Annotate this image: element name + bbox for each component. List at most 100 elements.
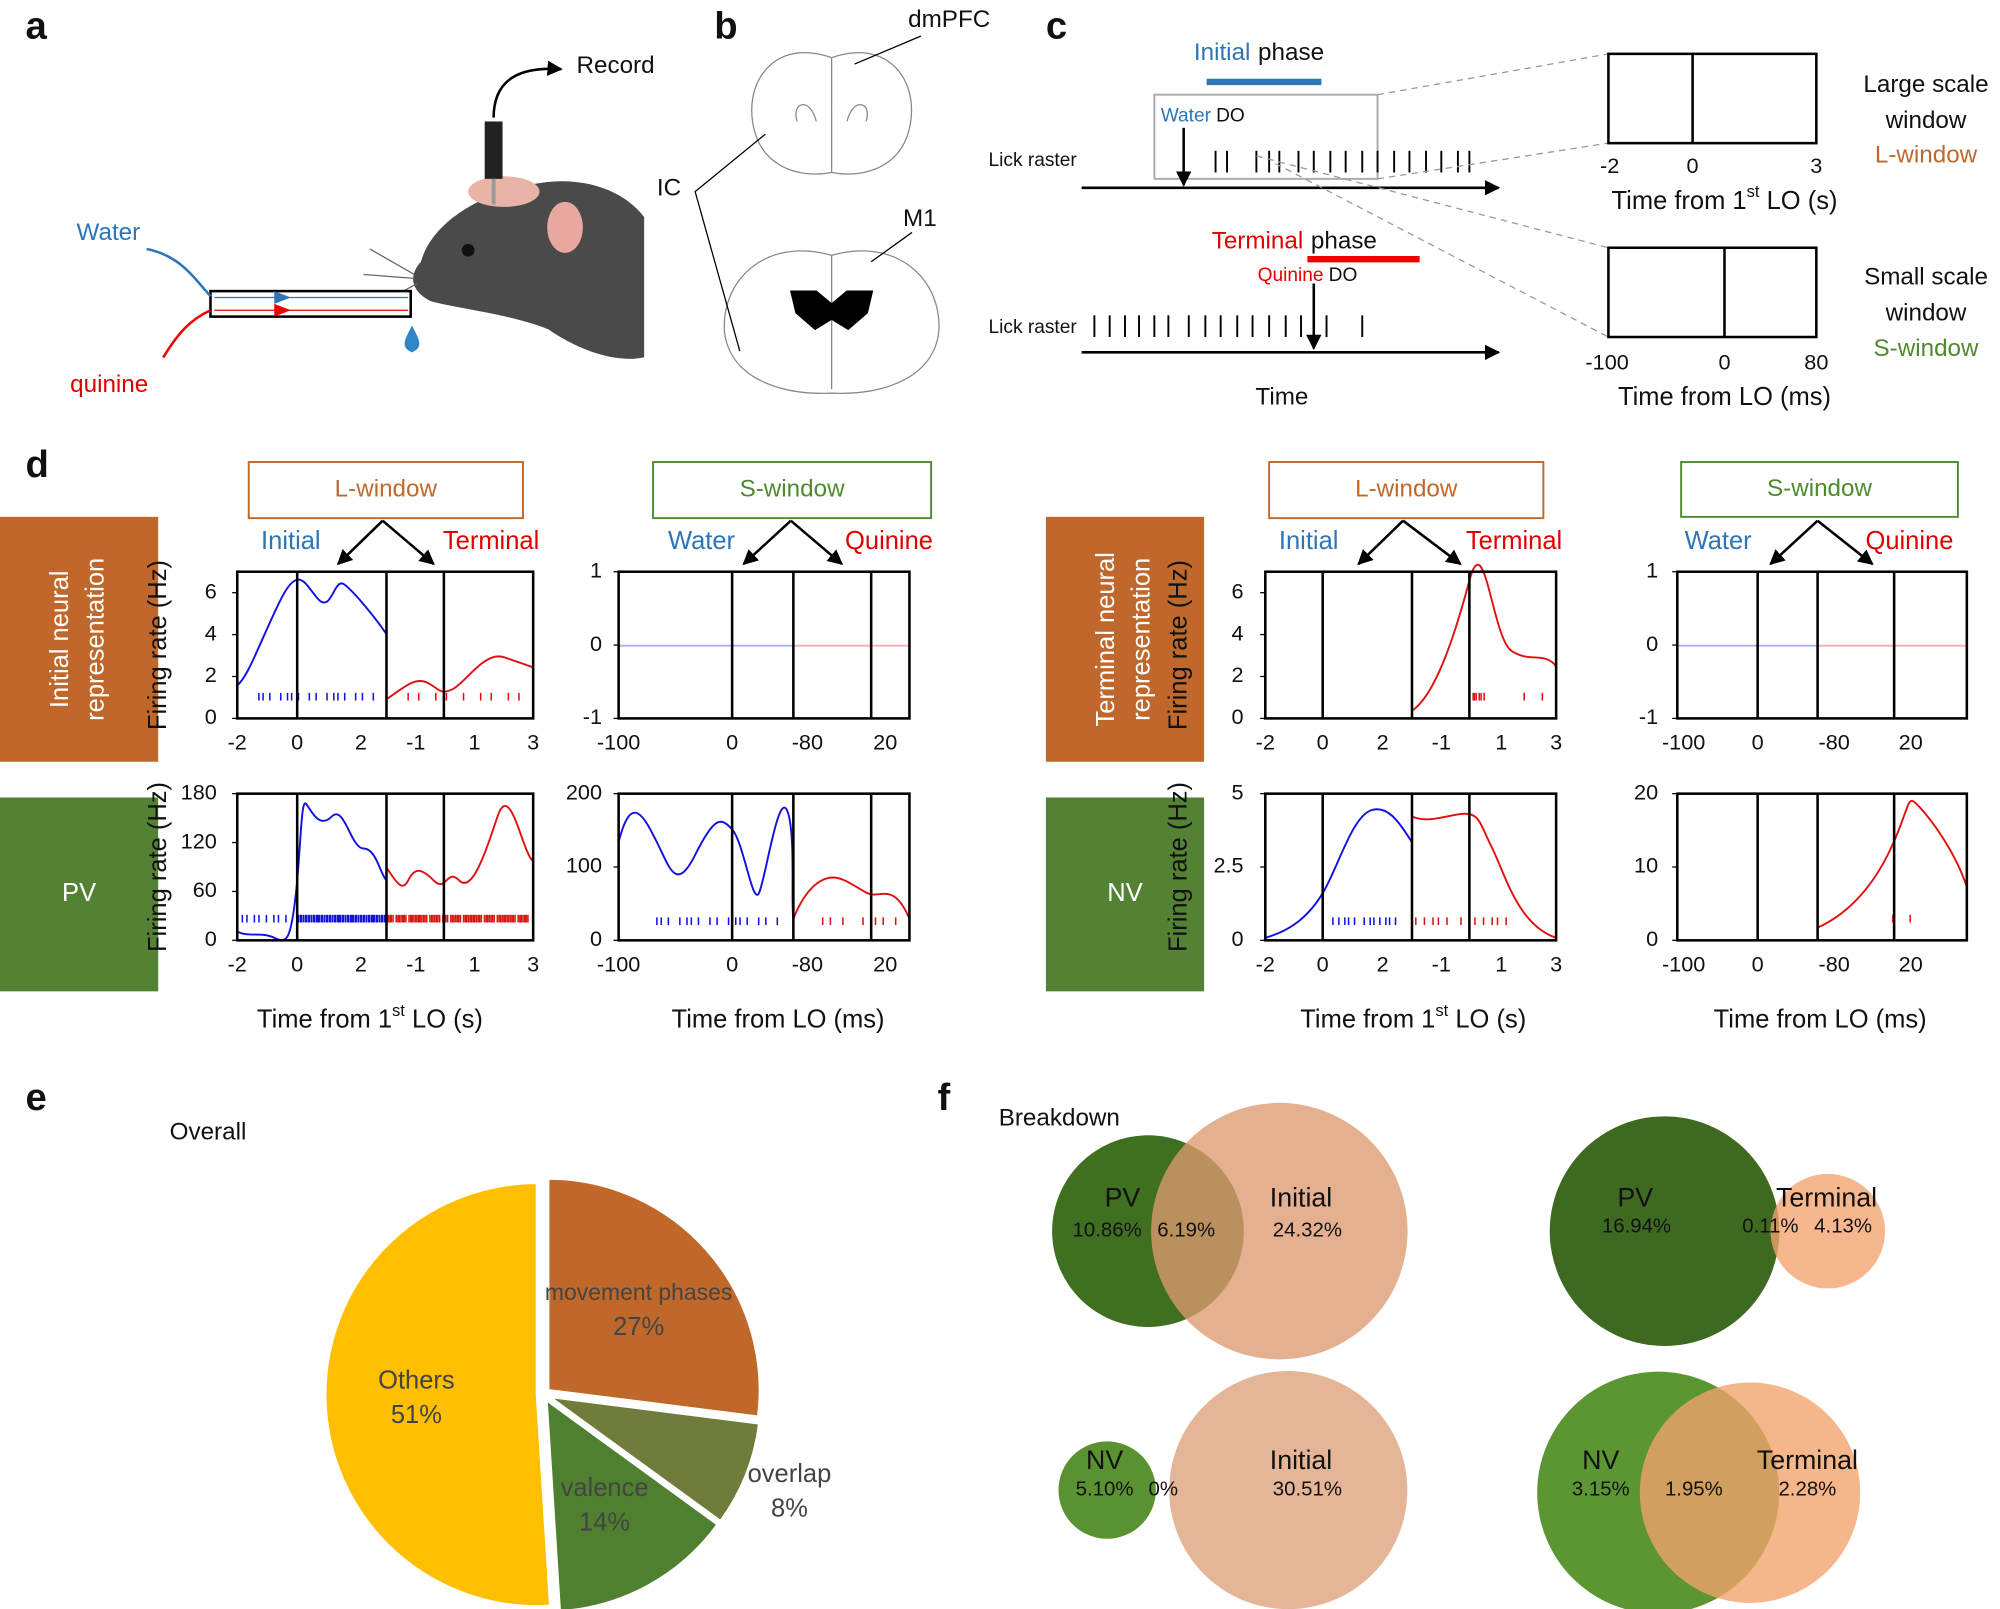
x-tick-label: -100	[1662, 730, 1705, 755]
y-tick-label: 2	[205, 662, 217, 687]
row-label: NV	[1107, 879, 1142, 907]
row-box	[0, 516, 159, 762]
traces	[236, 563, 1968, 942]
label: Lick raster	[989, 150, 1078, 171]
x-tick-label: 2	[355, 952, 367, 977]
y-tick-label: 2.5	[1213, 853, 1243, 878]
panel-a: a Record Water quinine	[26, 4, 655, 397]
set-label: PV	[1105, 1182, 1141, 1212]
label: dmPFC	[908, 6, 990, 33]
label: Record	[577, 52, 655, 79]
tube	[209, 289, 412, 318]
y-axis-label: Firing rate (Hz)	[1165, 782, 1193, 952]
y-tick-label: 60	[193, 877, 217, 902]
drop	[404, 325, 420, 353]
y-tick-label: 10	[1634, 853, 1658, 878]
y-tick-label: 200	[566, 779, 602, 804]
flow	[274, 303, 291, 317]
slice-value: 8%	[771, 1494, 808, 1522]
arrow	[1816, 519, 1874, 566]
venn-title: Breakdown	[999, 1104, 1120, 1131]
x-tick-label: 0	[1718, 350, 1730, 375]
x-tick-label: 1	[1495, 730, 1507, 755]
trace	[236, 578, 388, 686]
label: phase	[1311, 228, 1377, 255]
venn-value: 30.51%	[1273, 1478, 1342, 1500]
venn-set	[1151, 1102, 1408, 1360]
row-label: representation	[82, 558, 110, 721]
x-tick-label: 80	[1804, 350, 1828, 375]
label: Large scale	[1863, 71, 1988, 98]
trace	[385, 655, 534, 701]
phase-title: Initial phase	[1194, 39, 1324, 66]
x-tick-label: 2	[1377, 952, 1389, 977]
venn-value: 2.28%	[1778, 1478, 1836, 1500]
label-part: Time from 1	[1612, 187, 1747, 215]
condition-label: Terminal	[443, 527, 539, 555]
window-header	[247, 461, 524, 520]
venn-value: 4.13%	[1814, 1216, 1872, 1238]
x-tick-label: -80	[792, 952, 823, 977]
label: Water	[77, 219, 141, 246]
brain-section	[723, 250, 940, 394]
eye	[461, 243, 475, 257]
x-tick-label: -100	[1662, 952, 1705, 977]
arrow	[1769, 519, 1819, 566]
label-part: st	[1435, 1001, 1448, 1020]
venn-value: 0.11%	[1742, 1216, 1798, 1238]
label-part: LO (s)	[405, 1005, 483, 1033]
window-header-label: L-window	[1355, 475, 1458, 502]
y-tick-label: 0	[1646, 631, 1658, 656]
ventricle	[790, 290, 874, 331]
set-label: NV	[1086, 1445, 1123, 1475]
venn-value: 0%	[1149, 1478, 1178, 1500]
x-tick-label: 0	[291, 730, 303, 755]
pie-slice	[544, 1397, 720, 1609]
x-tick-label: -2	[228, 730, 247, 755]
plot-frame	[617, 792, 911, 942]
panel-label: b	[714, 4, 737, 47]
y-tick-label: -1	[1639, 704, 1658, 729]
slice-value: 51%	[391, 1401, 442, 1429]
do-label: Quinine DO	[1258, 265, 1358, 286]
y-tick-label: -1	[583, 704, 602, 729]
window-header-label: L-window	[335, 475, 438, 502]
x-tick-label: -2	[1600, 153, 1619, 178]
x-tick-label: -1	[406, 730, 425, 755]
venn-set	[1639, 1382, 1861, 1603]
set-label: Terminal	[1757, 1445, 1858, 1475]
arrow	[492, 60, 563, 118]
trace	[1411, 563, 1557, 712]
slice-label: valence	[561, 1474, 649, 1502]
window-box	[1607, 246, 1818, 339]
x-tick-label: 3	[1550, 952, 1562, 977]
row-label: Initial neural	[46, 571, 74, 709]
venn-set	[1770, 1173, 1886, 1289]
x-tick-label: 1	[1495, 952, 1507, 977]
condition-label: Terminal	[1466, 527, 1562, 555]
window-header	[1680, 461, 1959, 518]
x-tick-label: 3	[1810, 153, 1822, 178]
plot-frame	[1676, 792, 1969, 942]
venn-value: 6.19%	[1157, 1220, 1215, 1242]
y-tick-label: 1	[590, 557, 602, 582]
label: L-window	[1875, 141, 1978, 168]
x-tick-label: -80	[1819, 952, 1850, 977]
x-tick-label: 3	[527, 952, 539, 977]
panel-label: e	[26, 1076, 47, 1119]
y-tick-label: 0	[205, 926, 217, 951]
trace	[385, 805, 534, 887]
label-part: Time from 1	[257, 1005, 392, 1033]
x-axis-label: Time from LO (ms)	[1714, 1005, 1927, 1033]
y-tick-label: 4	[205, 620, 217, 645]
trace	[1817, 799, 1968, 929]
x-tick-label: 0	[1752, 952, 1764, 977]
panel-b: b dmPFC M1 IC	[657, 4, 990, 394]
chart-title: Overall	[170, 1118, 247, 1145]
x-tick-label: 0	[726, 730, 738, 755]
x-tick-label: 0	[1317, 952, 1329, 977]
x-axis-label: Time from 1st LO (s)	[1300, 1001, 1526, 1033]
arrow	[742, 519, 792, 566]
venn-value: 10.86%	[1073, 1220, 1142, 1242]
